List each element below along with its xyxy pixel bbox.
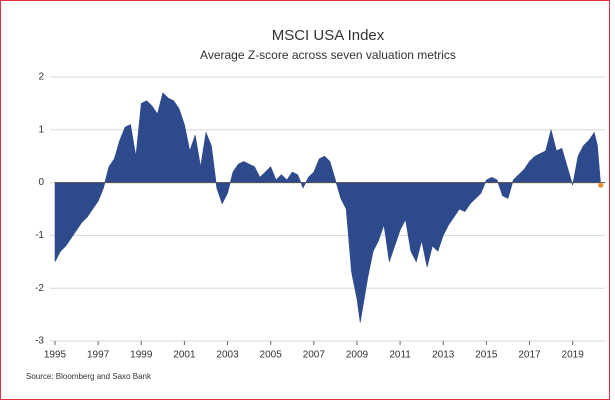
x-tick-label: 2009 [346,350,369,361]
area [54,92,601,323]
x-tick-label: 2017 [518,350,541,361]
x-tick-label: 1999 [130,350,153,361]
x-tick-label: 2019 [562,350,585,361]
frame [0,0,610,400]
y-tick-label: -3 [35,336,44,347]
last-point [598,182,604,188]
x-tick-label: 2007 [303,350,326,361]
x-tick-label: 2003 [216,350,239,361]
y-tick-label: -2 [35,283,44,294]
x-tick-label: 1995 [44,350,67,361]
y-tick-label: 2 [38,72,44,83]
chart-title: MSCI USA Index [272,27,385,44]
y-tick-label: 0 [38,177,44,188]
chart-subtitle: Average Z-score across seven valuation m… [200,48,456,62]
x-tick-label: 2015 [475,350,498,361]
x-tick-label: 2001 [173,350,196,361]
x-tick-label: 2013 [432,350,455,361]
y-tick-label: -1 [35,230,44,241]
y-tick-label: 1 [38,124,44,135]
x-tick-label: 1997 [87,350,110,361]
x-tick-label: 2011 [389,350,411,361]
source-note: Source: Bloomberg and Saxo Bank [26,372,152,381]
x-tick-label: 2005 [260,350,283,361]
